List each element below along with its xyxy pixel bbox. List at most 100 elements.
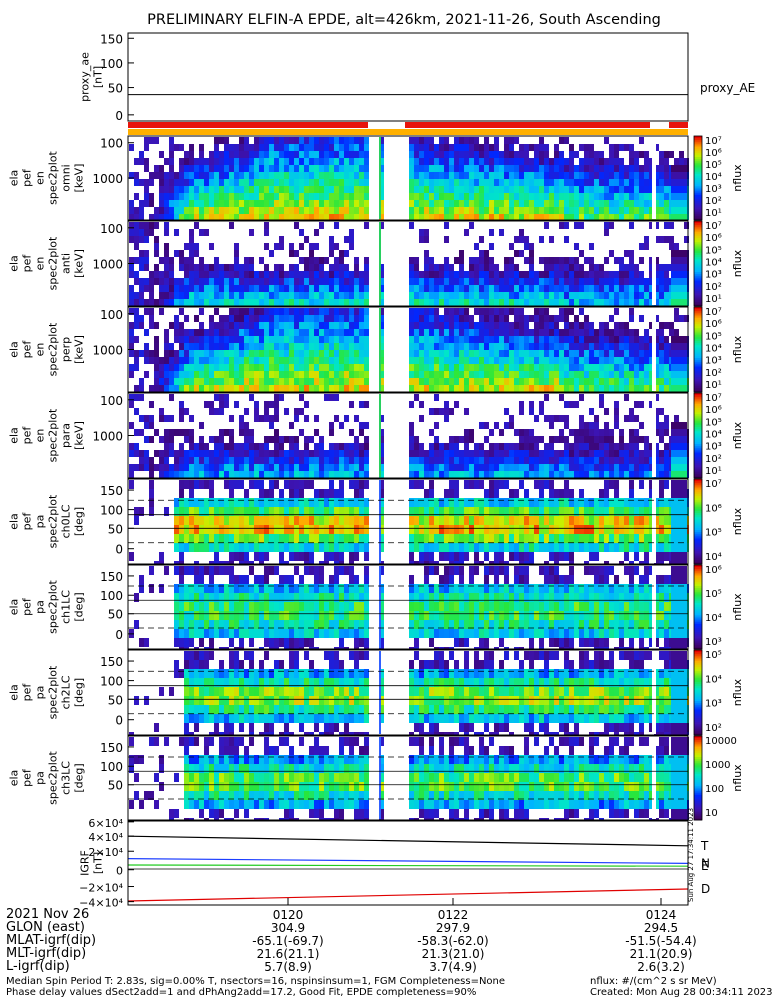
heat-cell [209, 525, 214, 534]
heat-cell [554, 179, 559, 186]
heat-cell [314, 193, 319, 200]
y-label-line: pef [21, 512, 34, 531]
heat-cell [344, 271, 349, 278]
heat-cell [344, 357, 349, 364]
colorbar-segment [694, 201, 702, 204]
heat-cell [339, 165, 344, 172]
heat-cell [584, 257, 589, 264]
heat-cell [529, 498, 534, 507]
heat-cell [414, 299, 419, 306]
heat-cell [134, 214, 139, 220]
heat-cell [604, 507, 609, 516]
heat-cell [324, 144, 329, 151]
heat-cell [204, 207, 209, 214]
heat-cell [504, 350, 509, 357]
heat-cell [229, 336, 234, 343]
heat-cell [164, 299, 169, 306]
heat-cell [599, 385, 604, 392]
heat-cell [509, 292, 514, 299]
heat-cell [214, 443, 219, 450]
heat-cell [209, 507, 214, 516]
heat-cell [519, 385, 524, 392]
heat-cell [539, 436, 544, 443]
heat-cell [564, 385, 569, 392]
heat-cell [204, 186, 209, 193]
heat-cell [649, 343, 654, 350]
heat-cell [244, 525, 249, 534]
heat-cell [589, 264, 594, 271]
heat-cell [259, 299, 264, 306]
heat-cell [444, 271, 449, 278]
heat-cell [644, 278, 649, 285]
heat-cell [204, 172, 209, 179]
heat-cell [364, 257, 369, 264]
heat-cell [429, 489, 434, 498]
heat-cell [499, 429, 504, 436]
heat-cell [414, 507, 419, 516]
heat-cell [419, 315, 424, 322]
heat-cell [514, 264, 519, 271]
heat-cell [649, 350, 654, 357]
heat-cell [284, 507, 289, 516]
heat-cell [664, 200, 669, 207]
y-label-line: ch0LC [60, 504, 73, 538]
heat-cell [154, 264, 159, 271]
heat-cell [484, 172, 489, 179]
heat-cell [604, 229, 609, 236]
heat-cell [354, 378, 359, 385]
colorbar-segment [694, 267, 702, 271]
heat-cell [379, 385, 384, 392]
heat-cell [129, 471, 134, 478]
heat-cell [671, 193, 687, 200]
heat-cell [319, 516, 324, 525]
colorbar-segment [694, 246, 702, 250]
heat-cell [379, 525, 384, 534]
heat-cell [224, 299, 229, 306]
heat-cell [464, 457, 469, 464]
heat-cell [159, 457, 164, 464]
heat-cell [454, 172, 459, 179]
heat-cell [564, 200, 569, 207]
heat-cell [294, 137, 299, 144]
heat-cell [199, 264, 204, 271]
heat-cell [339, 285, 344, 292]
heat-cell [409, 450, 414, 457]
heat-cell [429, 329, 434, 336]
heat-cell [469, 350, 474, 357]
heat-cell [479, 236, 484, 243]
heat-cell [129, 480, 134, 489]
heat-cell [214, 165, 219, 172]
heat-cell [149, 436, 154, 443]
heat-cell [189, 443, 194, 450]
heat-cell [624, 343, 629, 350]
heat-cell [339, 516, 344, 525]
heat-cell [671, 278, 687, 285]
heat-cell [274, 158, 279, 165]
heat-cell [234, 315, 239, 322]
heat-cell [214, 436, 219, 443]
heat-cell [479, 172, 484, 179]
colorbar-segment [694, 242, 702, 245]
heat-cell [584, 343, 589, 350]
heat-cell [324, 329, 329, 336]
colorbar-segment [694, 184, 702, 187]
heat-cell [354, 415, 359, 422]
heat-cell [349, 151, 354, 158]
heat-cell [609, 357, 614, 364]
heat-cell [564, 271, 569, 278]
heat-cell [574, 207, 579, 214]
heat-cell [349, 471, 354, 478]
heat-cell [559, 137, 564, 144]
heat-cell [534, 144, 539, 151]
heat-cell [289, 378, 294, 385]
heat-cell [519, 552, 524, 561]
colorbar-segment [694, 227, 702, 230]
heat-cell [284, 158, 289, 165]
colorbar-segment [694, 238, 702, 241]
heat-cell [189, 343, 194, 350]
heat-cell [634, 543, 639, 552]
heat-cell [474, 285, 479, 292]
heat-cell [579, 429, 584, 436]
heat-cell [164, 357, 169, 364]
heat-cell [529, 186, 534, 193]
